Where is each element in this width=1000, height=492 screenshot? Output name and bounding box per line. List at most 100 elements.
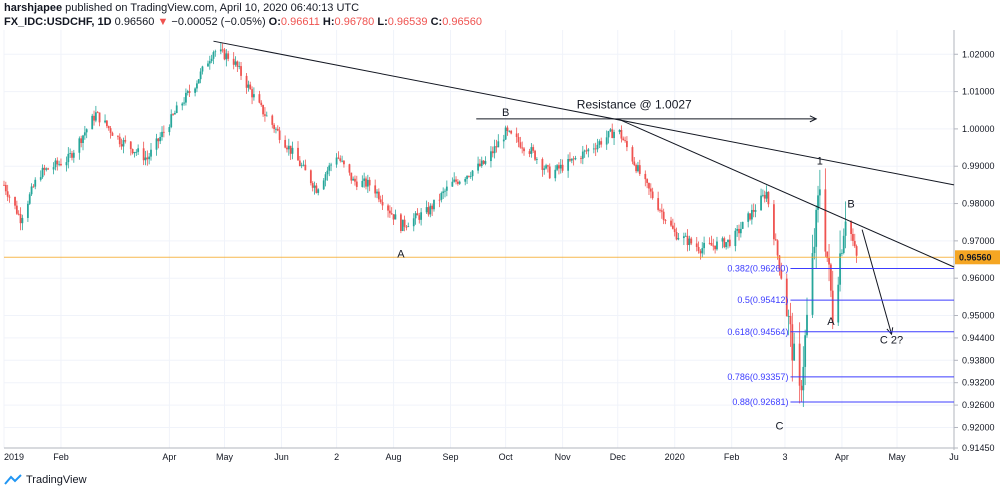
x-tick-label: May <box>889 452 907 462</box>
fib-level-label: 0.786(0.93357) <box>727 372 788 382</box>
candle-body <box>455 179 457 182</box>
x-tick-label: Nov <box>555 452 572 462</box>
candle-body <box>221 49 224 51</box>
candle-body <box>185 92 187 103</box>
candle-body <box>39 177 42 180</box>
candle-body <box>712 245 715 247</box>
candle-body <box>21 217 24 224</box>
candle-body <box>328 165 331 171</box>
candle-body <box>348 164 351 173</box>
y-tick-label: 0.97000 <box>962 236 995 246</box>
candle-body <box>157 138 160 142</box>
candle-body <box>844 221 847 236</box>
candle-body <box>829 264 832 291</box>
candle-body <box>611 129 614 139</box>
candle-body <box>341 160 344 162</box>
y-tick-label: 0.94400 <box>962 333 995 343</box>
candle-body <box>569 159 571 161</box>
y-tick-label: 1.00000 <box>962 124 995 134</box>
candle-body <box>534 150 536 160</box>
candle-body <box>238 66 241 67</box>
candle-body <box>278 130 281 140</box>
candle-body <box>72 152 75 158</box>
candle-body <box>124 140 127 142</box>
candle-body <box>236 61 239 67</box>
candle-body <box>761 194 764 196</box>
candle-body <box>818 189 821 196</box>
candle-body <box>517 137 520 143</box>
candle-body <box>159 136 162 142</box>
candle-body <box>352 178 355 181</box>
price-chart[interactable]: 1.02000 1.01000 1.00000 0.99000 0.98000 0.970… <box>0 30 1000 470</box>
candle-body <box>471 170 474 177</box>
x-tick-label: 2 <box>334 452 339 462</box>
candle-body <box>618 129 621 132</box>
candle-body <box>547 165 549 167</box>
x-tick-label: Oct <box>499 452 514 462</box>
high-value: 0.96780 <box>334 16 375 28</box>
fib-level-label: 0.382(0.96260) <box>727 263 788 273</box>
candle-body <box>69 153 72 154</box>
resistance-arrow-head <box>809 115 818 123</box>
candle-body <box>598 141 601 145</box>
candle-body <box>528 151 531 154</box>
candle-body <box>403 219 406 227</box>
candle-body <box>523 148 525 152</box>
candle-body <box>760 195 762 211</box>
candle-body <box>690 238 693 244</box>
candle-body <box>405 226 408 228</box>
candle-body <box>728 239 731 247</box>
x-tick-label: Aug <box>386 452 402 462</box>
candle-body <box>780 269 783 279</box>
candle-body <box>137 148 140 152</box>
candle-body <box>374 185 377 194</box>
candle-body <box>716 241 718 250</box>
candle-body <box>232 58 235 65</box>
y-tick-label: 1.02000 <box>962 49 995 59</box>
candle-body <box>464 178 467 182</box>
candle-body <box>688 238 691 246</box>
projection-arrow <box>861 229 893 335</box>
candle-body <box>657 198 660 210</box>
candle-body <box>366 179 369 187</box>
candle-body <box>660 210 663 212</box>
candle-body <box>479 163 481 167</box>
candle-body <box>763 194 766 199</box>
candle-body <box>324 174 327 181</box>
candle-body <box>484 161 487 164</box>
candle-body <box>469 176 472 177</box>
candle-body <box>144 157 147 161</box>
candle-body <box>60 163 62 166</box>
candle-body <box>52 167 55 170</box>
candle-body <box>567 159 570 171</box>
projection-arrow-head <box>886 327 894 336</box>
candle-body <box>721 238 724 242</box>
current-price-label: 0.96560 <box>959 252 992 262</box>
candle-body <box>227 53 230 59</box>
candle-body <box>613 131 615 139</box>
candle-body <box>482 160 485 164</box>
price-change: −0.00052 (−0.05%) <box>171 16 266 28</box>
candle-body <box>251 89 253 98</box>
candle-body <box>631 147 634 162</box>
candle-body <box>477 163 479 171</box>
candle-body <box>420 212 423 220</box>
candle-body <box>433 199 435 210</box>
open-key: O: <box>268 16 281 28</box>
candle-body <box>543 168 546 170</box>
candle-body <box>561 164 564 171</box>
candle-body <box>736 228 739 231</box>
candle-body <box>839 253 841 285</box>
candle-body <box>170 114 173 128</box>
candle-body <box>350 172 353 181</box>
candle-body <box>262 105 264 115</box>
candle-body <box>93 115 95 121</box>
candle-body <box>291 147 294 154</box>
candle-body <box>609 129 612 132</box>
candle-body <box>671 225 674 229</box>
x-tick-label: Dec <box>610 452 627 462</box>
candle-body <box>585 150 588 152</box>
candle-body <box>14 197 16 206</box>
current-price-tag <box>955 250 1000 265</box>
y-tick-label: 0.95000 <box>962 311 995 321</box>
